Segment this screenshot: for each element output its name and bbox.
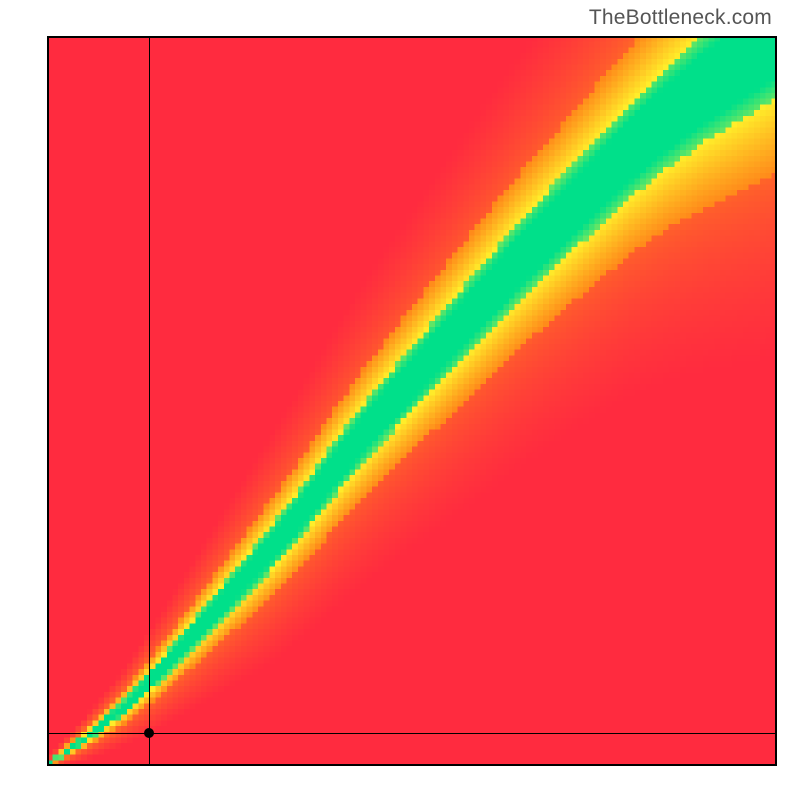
crosshair-horizontal (47, 733, 777, 734)
crosshair-dot (144, 728, 154, 738)
heatmap-canvas (47, 36, 777, 766)
crosshair-vertical (149, 36, 150, 766)
heatmap-chart (47, 36, 777, 766)
watermark-text: TheBottleneck.com (589, 6, 772, 30)
